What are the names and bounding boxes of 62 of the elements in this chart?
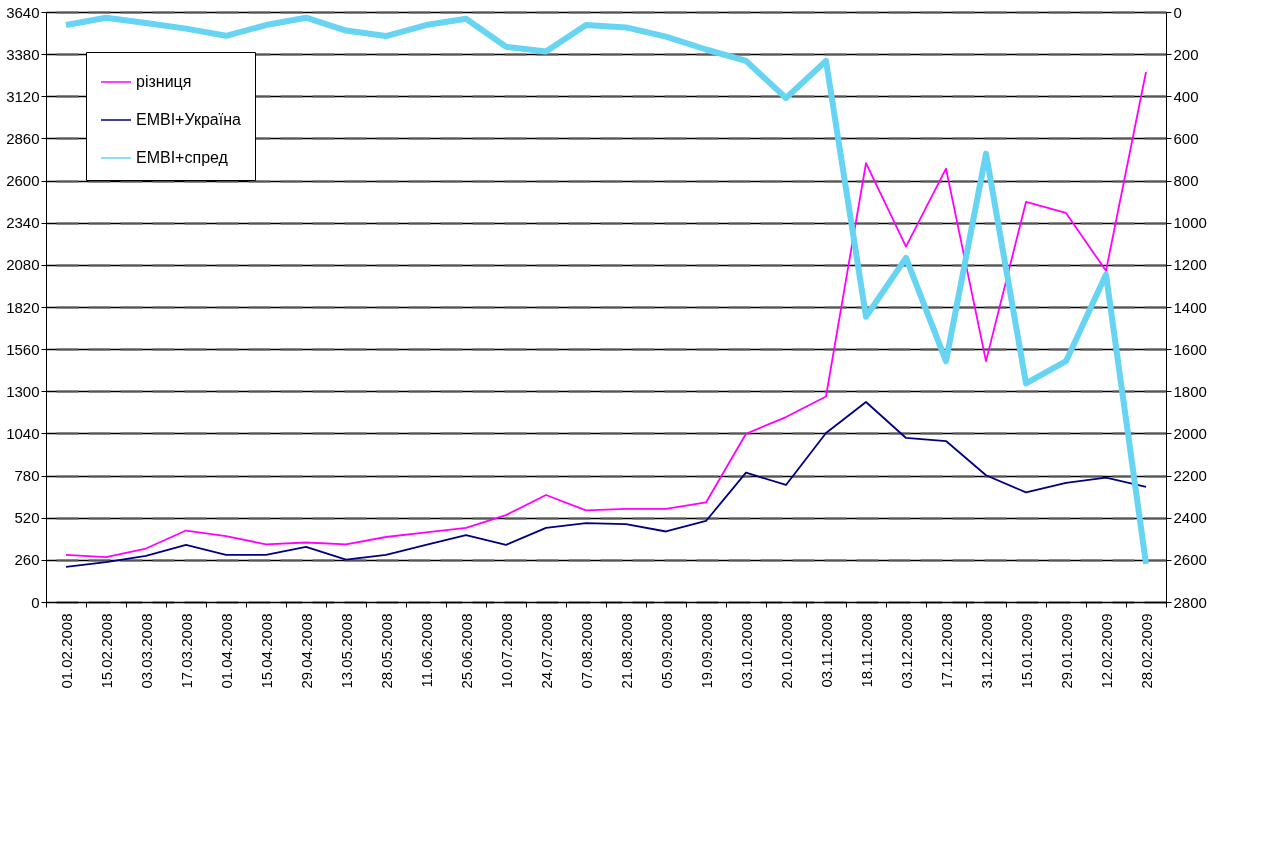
x-tick-label: 31.12.2008	[977, 613, 995, 689]
x-tick-label: 03.03.2008	[137, 613, 155, 689]
x-tick-label: 15.04.2008	[257, 613, 275, 689]
y-tick-label: 1040	[6, 424, 40, 442]
y2-tick-label: 2800	[1173, 593, 1207, 611]
x-tick-label: 25.06.2008	[457, 613, 475, 689]
y-tick-label: 780	[14, 467, 40, 485]
x-tick-label: 03.11.2008	[817, 613, 835, 688]
y-tick-label: 520	[14, 509, 40, 527]
x-tick-label: 03.12.2008	[897, 613, 915, 689]
x-tick-label: 12.02.2009	[1097, 613, 1115, 689]
x-tick-label: 05.09.2008	[657, 613, 675, 689]
x-tick-label: 17.12.2008	[937, 613, 955, 689]
y2-tick-label: 2200	[1173, 467, 1207, 485]
x-tick-label: 15.02.2008	[97, 613, 115, 689]
y-tick-label: 3640	[6, 3, 40, 21]
x-tick-label: 28.02.2009	[1137, 613, 1155, 689]
x-tick-label: 20.10.2008	[777, 613, 795, 689]
y-tick-label: 3380	[6, 45, 40, 63]
y2-tick-label: 400	[1173, 87, 1199, 105]
y-tick-label: 2340	[6, 214, 40, 232]
x-tick-label: 15.01.2009	[1017, 613, 1035, 689]
y-tick-label: 2080	[6, 256, 40, 274]
x-tick-label: 10.07.2008	[497, 613, 515, 689]
legend-label: EMBI+Україна	[136, 111, 241, 128]
x-tick-label: 01.02.2008	[57, 613, 75, 689]
y2-tick-label: 1000	[1173, 214, 1207, 232]
y2-tick-label: 600	[1173, 129, 1199, 147]
y2-tick-label: 2400	[1173, 509, 1207, 527]
y-tick-label: 0	[31, 593, 40, 611]
y-tick-label: 1300	[6, 382, 40, 400]
x-tick-label: 21.08.2008	[617, 613, 635, 689]
y2-tick-label: 2000	[1173, 424, 1207, 442]
line-series	[65, 401, 1147, 568]
x-tick-label: 13.05.2008	[337, 613, 355, 689]
y-tick-label: 3120	[6, 87, 40, 105]
legend-label: EMBI+спред	[136, 149, 229, 166]
x-tick-label: 19.09.2008	[697, 613, 715, 689]
x-tick-label: 03.10.2008	[737, 613, 755, 689]
x-tick-label: 18.11.2008	[857, 613, 875, 688]
y2-tick-label: 800	[1173, 172, 1199, 190]
y-tick-label: 2600	[6, 172, 40, 190]
y2-tick-label: 0	[1173, 3, 1182, 21]
y-tick-label: 1560	[6, 340, 40, 358]
y2-tick-label: 1400	[1173, 298, 1207, 316]
y-tick-label: 1820	[6, 298, 40, 316]
y2-tick-label: 2600	[1173, 551, 1207, 569]
y2-tick-label: 1800	[1173, 382, 1207, 400]
y2-tick-label: 1200	[1173, 256, 1207, 274]
x-tick-label: 29.04.2008	[297, 613, 315, 689]
x-tick-label: 24.07.2008	[537, 613, 555, 689]
x-tick-label: 29.01.2009	[1057, 613, 1075, 689]
y-tick-label: 260	[14, 551, 40, 569]
x-tick-label: 01.04.2008	[217, 613, 235, 689]
y2-tick-label: 1600	[1173, 340, 1207, 358]
legend-label: різниця	[136, 73, 192, 90]
x-tick-label: 11.06.2008	[417, 613, 435, 688]
x-tick-label: 07.08.2008	[577, 613, 595, 689]
y2-tick-label: 200	[1173, 45, 1199, 63]
x-tick-label: 17.03.2008	[177, 613, 195, 689]
x-tick-label: 28.05.2008	[377, 613, 395, 689]
y-tick-label: 2860	[6, 129, 40, 147]
